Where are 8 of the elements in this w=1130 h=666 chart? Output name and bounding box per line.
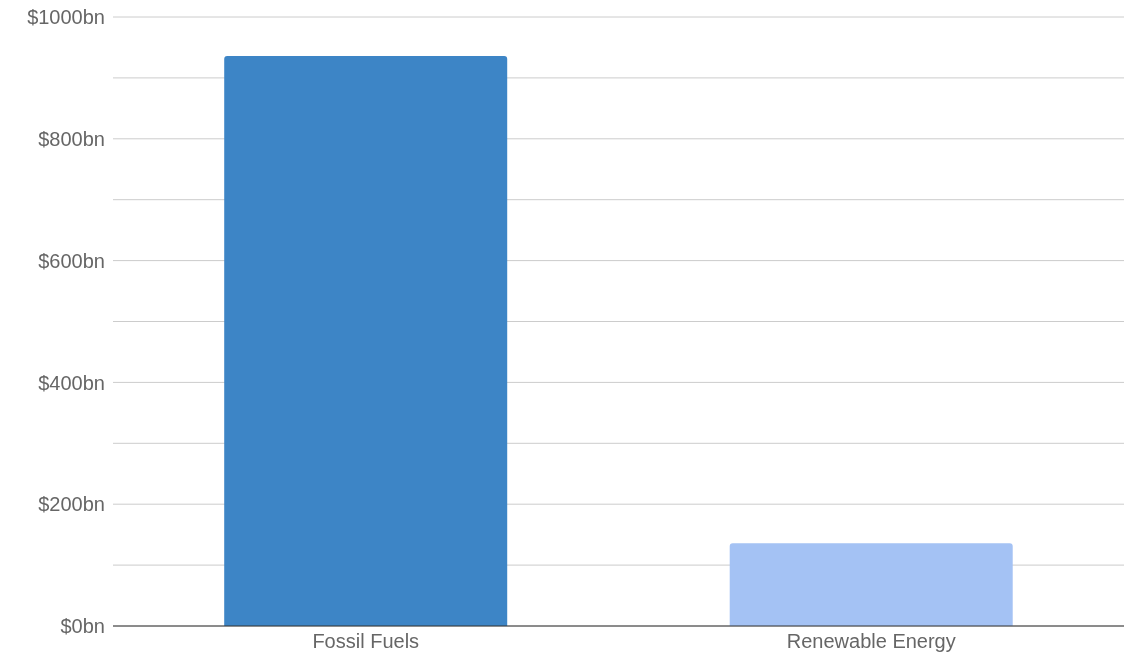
y-tick-label: $400bn (38, 371, 105, 394)
y-tick-label: $1000bn (27, 6, 105, 29)
y-tick-label: $200bn (38, 493, 105, 516)
x-tick-label: Renewable Energy (786, 630, 956, 653)
x-tick-label: Fossil Fuels (312, 630, 420, 653)
y-tick-label: $0bn (60, 615, 105, 638)
y-tick-label: $800bn (38, 127, 105, 150)
y-tick-label: $600bn (38, 249, 105, 272)
